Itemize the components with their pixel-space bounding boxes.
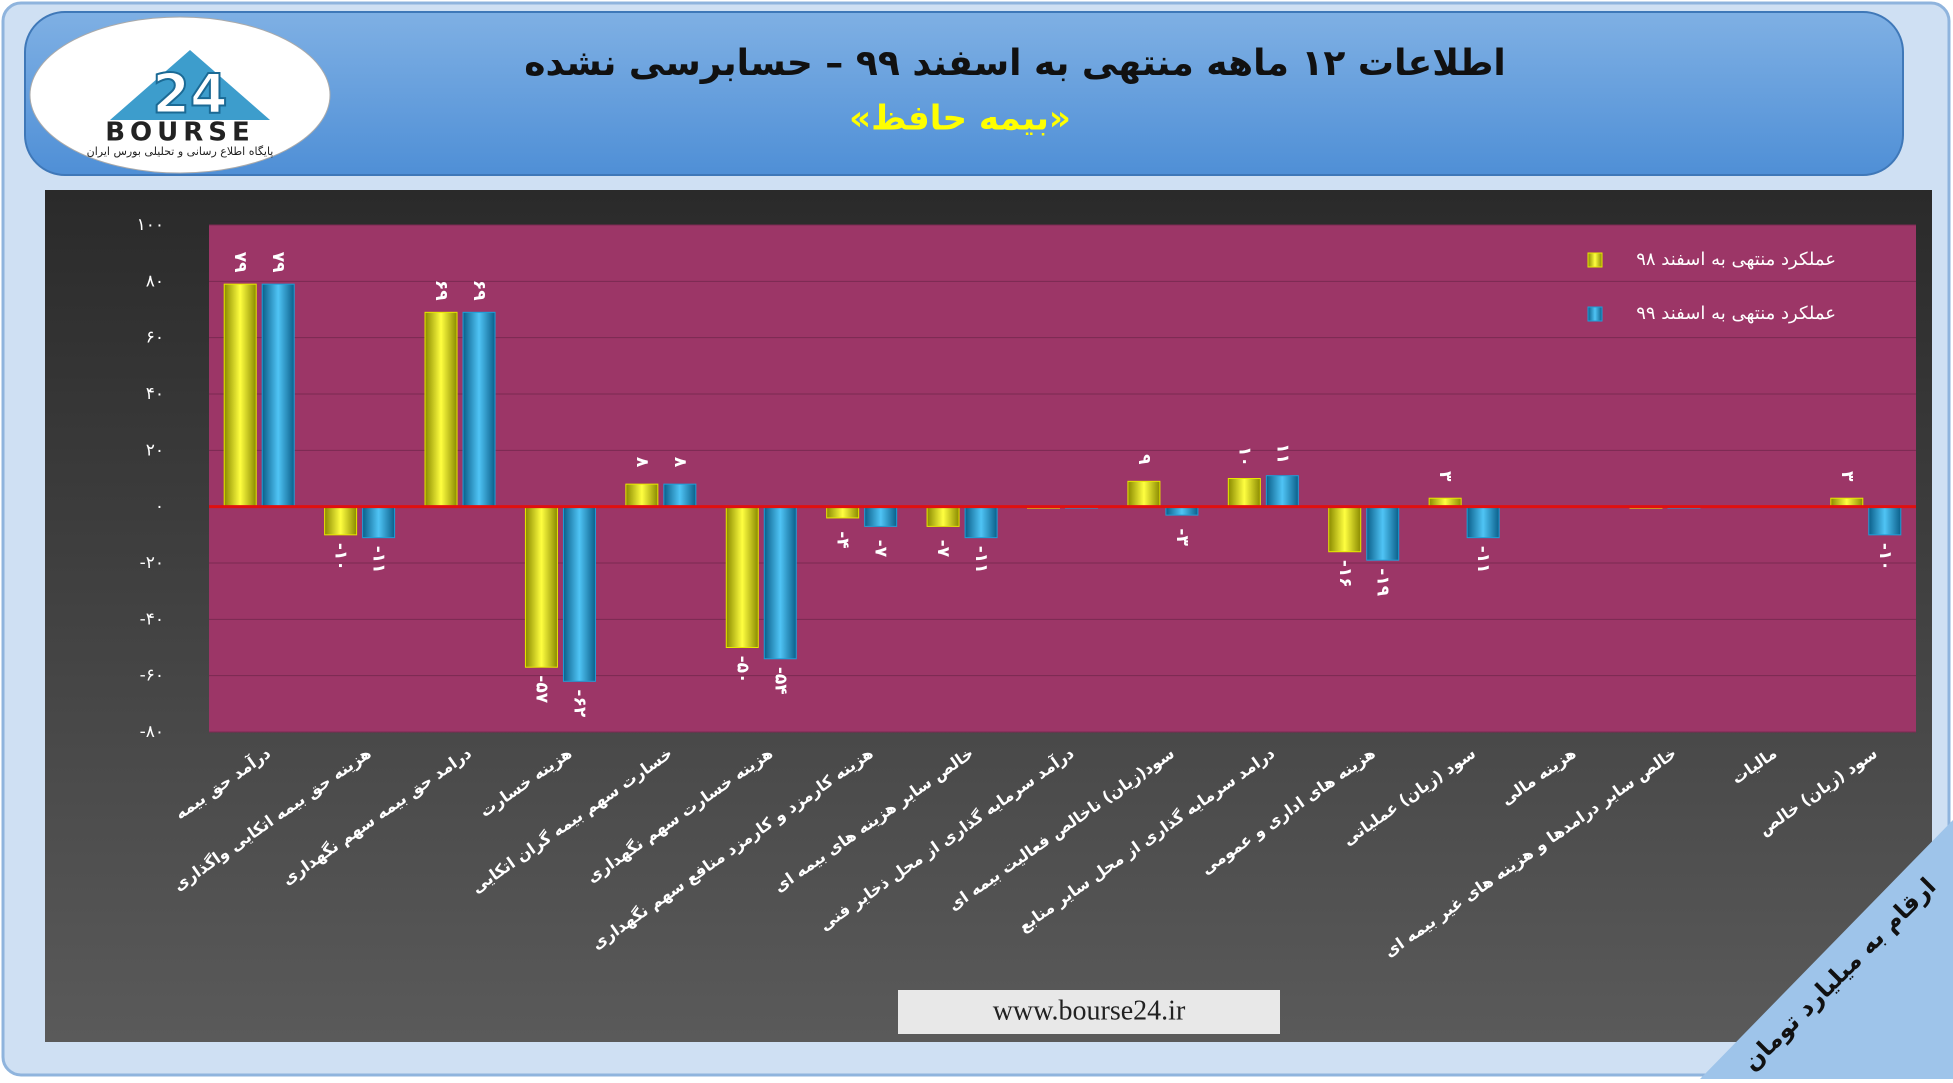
value-label: -۷ xyxy=(871,540,891,558)
value-label: -۱۰ xyxy=(1875,543,1895,571)
value-label: -۱۶ xyxy=(1335,560,1355,588)
bar xyxy=(826,506,860,519)
y-tick-label: ۰ xyxy=(155,497,164,517)
value-label: ۶۹ xyxy=(469,280,489,301)
value-label: -۵۴ xyxy=(770,667,790,695)
logo-text: BOURSE xyxy=(105,118,255,148)
value-label: ۳ xyxy=(1837,471,1857,482)
logo-shape xyxy=(110,50,270,120)
bar xyxy=(1466,506,1500,539)
y-tick-label: -۶۰ xyxy=(140,666,164,686)
bar xyxy=(663,483,697,508)
bar xyxy=(562,506,596,682)
bar xyxy=(261,283,295,508)
bar xyxy=(964,506,998,539)
value-label: -۱۱ xyxy=(1473,546,1493,574)
y-tick-label: ۲۰ xyxy=(146,440,164,460)
y-tick-label: ۱۰۰ xyxy=(137,215,164,235)
value-label: ۱۰ xyxy=(1234,446,1254,467)
url-box xyxy=(898,990,1280,1034)
bar xyxy=(462,311,496,508)
bar xyxy=(1265,475,1299,508)
logo-number: 24 xyxy=(152,63,227,126)
value-label: ۸ xyxy=(632,457,652,468)
value-label: ۷۹ xyxy=(268,252,288,273)
bar xyxy=(524,506,558,668)
bar xyxy=(926,506,960,527)
bar xyxy=(1868,506,1902,536)
y-tick-label: -۴۰ xyxy=(140,609,164,629)
corner-band xyxy=(1700,820,1953,1079)
value-label: ۱۱ xyxy=(1272,443,1292,464)
value-label: -۱۱ xyxy=(369,546,389,574)
value-label: -۴ xyxy=(833,531,853,548)
value-label: -۱۹ xyxy=(1373,568,1393,596)
bar xyxy=(864,506,898,527)
value-label: ۸ xyxy=(670,457,690,468)
bar xyxy=(763,506,797,660)
value-label: ۹ xyxy=(1134,454,1154,465)
value-label: -۶۲ xyxy=(569,689,589,717)
header-bar xyxy=(24,11,1904,176)
y-tick-label: ۸۰ xyxy=(146,271,164,291)
bar xyxy=(625,483,659,508)
legend-label: عملکرد منتهی به اسفند ۹۸ xyxy=(1636,249,1836,270)
value-label: -۱۱ xyxy=(971,546,991,574)
value-label: -۵۷ xyxy=(531,675,551,703)
y-tick-label: -۲۰ xyxy=(140,553,164,573)
bar xyxy=(1328,506,1362,553)
y-tick-label: ۴۰ xyxy=(146,384,164,404)
legend-swatch xyxy=(1587,252,1603,268)
value-label: -۳ xyxy=(1172,528,1192,546)
value-label: -۵۰ xyxy=(732,656,752,684)
value-label: ۷۹ xyxy=(230,252,250,273)
bar xyxy=(324,506,358,536)
logo-caption: پایگاه اطلاع رسانی و تحلیلی بورس ایران xyxy=(87,145,274,158)
url: www.bourse24.ir xyxy=(993,995,1186,1026)
bar xyxy=(424,311,458,508)
y-tick-label: -۸۰ xyxy=(140,722,164,742)
bar xyxy=(1127,480,1161,508)
value-label: -۱۰ xyxy=(331,543,351,571)
chart-title: اطلاعات ۱۲ ماهه منتهی به اسفند ۹۹ – حساب… xyxy=(524,43,1506,84)
bar xyxy=(1366,506,1400,561)
chart-subtitle: «بیمه حافظ» xyxy=(849,99,1071,139)
bar xyxy=(362,506,396,539)
legend-swatch xyxy=(1587,306,1603,322)
y-tick-label: ۶۰ xyxy=(146,328,164,348)
bar xyxy=(1227,478,1261,508)
bar xyxy=(223,283,257,508)
value-label: ۶۹ xyxy=(431,280,451,301)
bar xyxy=(725,506,759,648)
value-label: -۷ xyxy=(933,540,953,558)
legend-label: عملکرد منتهی به اسفند ۹۹ xyxy=(1636,303,1836,324)
value-label: ۳ xyxy=(1435,471,1455,482)
